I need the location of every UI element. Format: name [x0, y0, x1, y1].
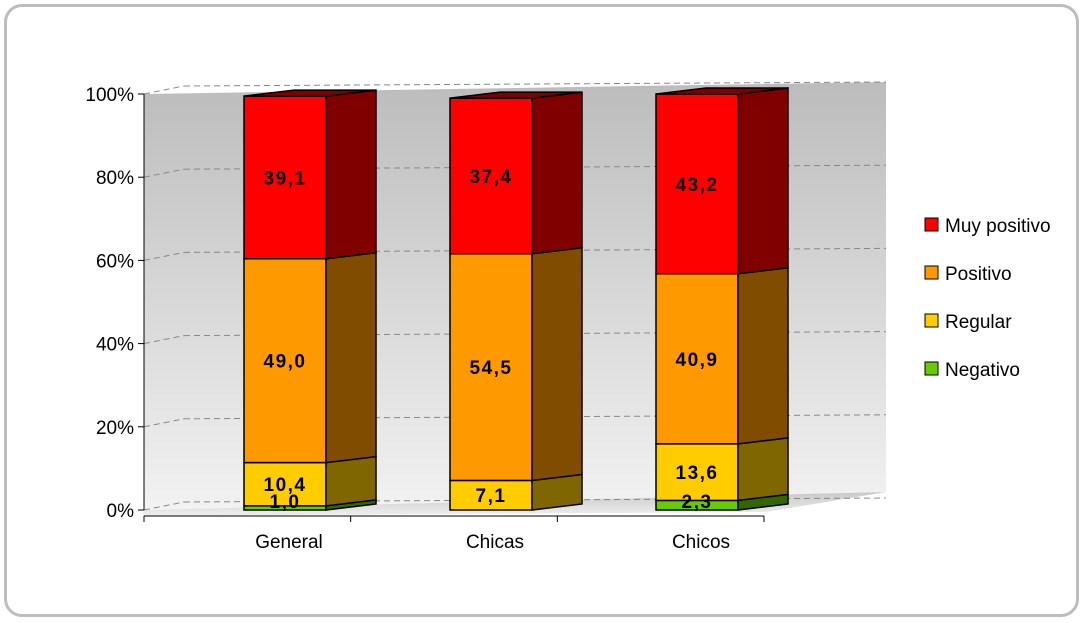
data-label: 54,5 — [470, 358, 513, 379]
gridline-diagonal — [143, 251, 185, 261]
data-label: 1,0 — [270, 492, 301, 513]
gridline-diagonal — [143, 418, 185, 428]
y-tick-label: 0% — [107, 501, 135, 522]
bar-segment-side — [325, 455, 377, 507]
bar-segment-side — [531, 91, 583, 255]
bar-segment-muy-positivo — [243, 95, 327, 260]
legend-swatch — [924, 265, 939, 280]
gridline-diagonal — [143, 85, 185, 95]
legend-label: Positivo — [945, 264, 1012, 285]
bar-segment-regular — [655, 443, 739, 502]
legend-label: Negativo — [945, 360, 1020, 381]
data-label: 40,9 — [676, 350, 719, 371]
gridline-diagonal — [143, 501, 185, 511]
gridline — [183, 81, 887, 87]
legend-label: Regular — [945, 312, 1012, 333]
data-label: 37,4 — [470, 167, 513, 188]
data-label: 13,6 — [676, 463, 719, 484]
x-category-label: General — [255, 532, 323, 553]
bar-segment-positivo — [449, 252, 533, 482]
legend: Muy positivo Positivo Regular Negativo — [924, 216, 1051, 381]
y-tick-label: 100% — [85, 85, 134, 106]
bar-segment-side — [531, 246, 583, 482]
legend-label: Muy positivo — [945, 216, 1051, 237]
data-label: 43,2 — [676, 175, 719, 196]
x-category-label: Chicos — [672, 532, 730, 553]
bar-segment-side — [737, 87, 789, 275]
gridline-diagonal — [143, 335, 185, 345]
data-label: 49,0 — [264, 352, 307, 373]
gridline-diagonal — [143, 168, 185, 178]
y-tick-label: 40% — [96, 335, 134, 356]
legend-swatch — [924, 217, 939, 232]
data-label: 7,1 — [476, 486, 507, 507]
y-tick-label: 80% — [96, 168, 134, 189]
bar-top-face — [449, 91, 583, 99]
legend-swatch — [924, 361, 939, 376]
data-label: 10,4 — [264, 475, 307, 496]
bar-segment-side — [737, 437, 789, 502]
data-label: 2,3 — [682, 492, 713, 513]
bar-top-face — [243, 89, 377, 97]
bars — [243, 87, 789, 511]
y-tick-label: 20% — [96, 418, 134, 439]
legend-swatch — [924, 313, 939, 328]
bar-top-face — [655, 87, 789, 95]
data-labels: 1,010,4 49,0 39,1 7,1 54,5 37,4 2,3 13,6 40,9 43,… — [264, 167, 719, 513]
bar-segment-positivo — [655, 272, 739, 445]
bar-segment-muy-positivo — [449, 97, 533, 255]
data-label: 39,1 — [264, 168, 307, 189]
bar-segment-positivo — [243, 257, 327, 464]
bar-segment-side — [325, 89, 377, 260]
y-tick-label: 60% — [96, 251, 134, 272]
axes: 0% 20% 40% 60% 80% 100% General Chicas Chicos — [85, 85, 765, 553]
x-category-label: Chicas — [466, 532, 524, 553]
bar-segment-side — [737, 266, 789, 445]
bar-segment-side — [325, 251, 377, 464]
